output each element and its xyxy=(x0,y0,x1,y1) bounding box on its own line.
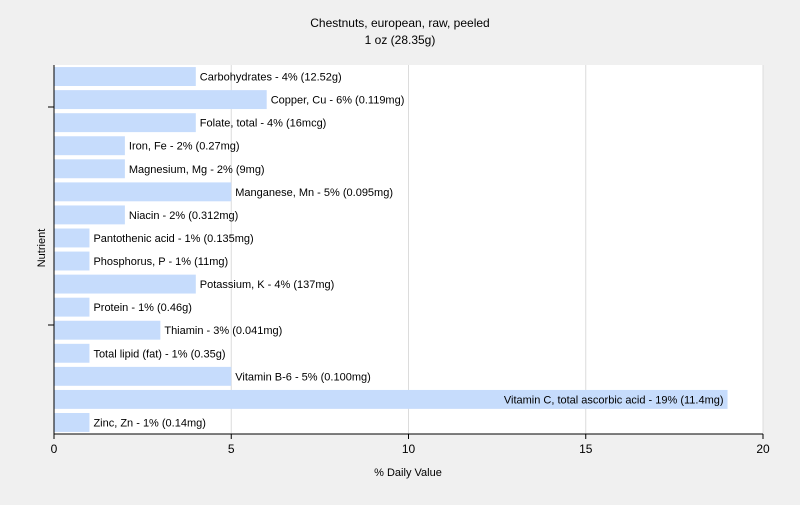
bar-label: Pantothenic acid - 1% (0.135mg) xyxy=(93,233,253,245)
bar-label: Iron, Fe - 2% (0.27mg) xyxy=(129,141,240,153)
bar-label: Zinc, Zn - 1% (0.14mg) xyxy=(93,417,205,429)
x-tick-label: 15 xyxy=(579,442,593,456)
bar xyxy=(54,136,125,156)
bar-label: Vitamin B-6 - 5% (0.100mg) xyxy=(235,371,371,383)
bar xyxy=(54,159,125,179)
bar xyxy=(54,274,196,294)
bar xyxy=(54,320,161,340)
bar-label: Carbohydrates - 4% (12.52g) xyxy=(200,72,342,84)
y-axis-title: Nutrient xyxy=(36,229,48,268)
x-tick-label: 5 xyxy=(228,442,235,456)
chart-title: Chestnuts, european, raw, peeled xyxy=(310,16,489,30)
bar xyxy=(54,297,90,317)
bar xyxy=(54,182,232,202)
bar xyxy=(54,389,728,409)
bar xyxy=(54,366,232,386)
bar xyxy=(54,90,267,110)
x-tick-label: 20 xyxy=(756,442,770,456)
bar xyxy=(54,251,90,271)
bar-label: Phosphorus, P - 1% (11mg) xyxy=(93,256,228,268)
bar xyxy=(54,205,125,225)
bar-label: Folate, total - 4% (16mcg) xyxy=(200,118,327,130)
x-tick-label: 10 xyxy=(402,442,416,456)
x-axis-title: % Daily Value xyxy=(374,467,442,479)
bar xyxy=(54,67,196,86)
x-tick-label: 0 xyxy=(51,442,58,456)
bar xyxy=(54,343,90,363)
bar xyxy=(54,413,90,432)
bar-label: Protein - 1% (0.46g) xyxy=(93,302,191,314)
bar-label: Manganese, Mn - 5% (0.095mg) xyxy=(235,187,393,199)
chart-subtitle: 1 oz (28.35g) xyxy=(365,33,436,47)
bar-label: Vitamin C, total ascorbic acid - 19% (11… xyxy=(504,394,724,406)
bar-label: Potassium, K - 4% (137mg) xyxy=(200,279,334,291)
bar-label: Thiamin - 3% (0.041mg) xyxy=(164,325,282,337)
bar-label: Magnesium, Mg - 2% (9mg) xyxy=(129,164,265,176)
bar xyxy=(54,113,196,133)
bar-label: Total lipid (fat) - 1% (0.35g) xyxy=(93,348,225,360)
plot-area: 0 5 10 15 20 Carbohydrates - 4% (12.52g) Coppe… xyxy=(48,65,770,456)
bar-label: Niacin - 2% (0.312mg) xyxy=(129,210,238,222)
bar xyxy=(54,228,90,248)
bar-label: Copper, Cu - 6% (0.119mg) xyxy=(271,95,405,107)
